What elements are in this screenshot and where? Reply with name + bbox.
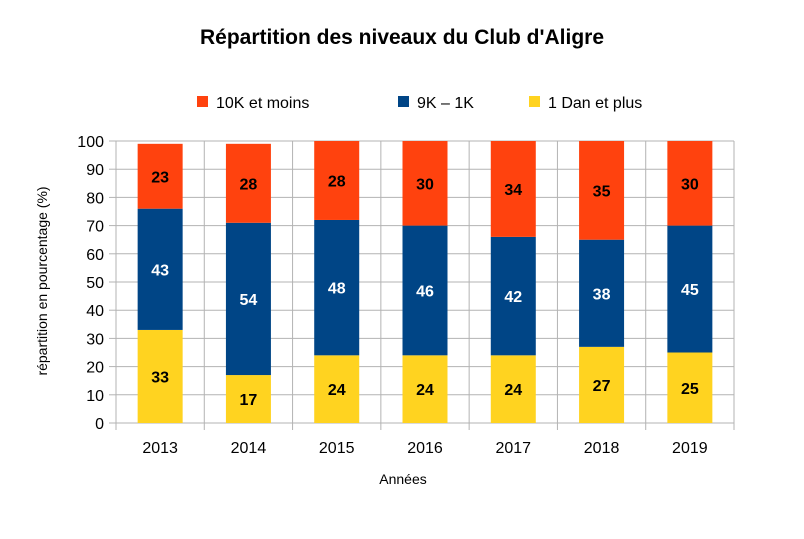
y-tick-label: 0 <box>95 416 104 433</box>
bar-segment <box>314 219 360 356</box>
data-label: 48 <box>328 281 346 298</box>
data-label: 30 <box>416 176 434 193</box>
data-label: 35 <box>593 183 611 200</box>
data-label: 27 <box>593 378 611 395</box>
bar-segment <box>579 141 625 240</box>
data-label: 42 <box>504 289 522 306</box>
data-label: 25 <box>681 381 699 398</box>
bar-segment <box>490 141 536 237</box>
bars-layer: 33 43 23 17 54 28 24 48 28 24 46 30 24 42 34 27 38 35 25 45… <box>137 141 713 423</box>
legend-swatch <box>398 96 409 107</box>
legend-swatch <box>529 96 540 107</box>
y-tick-label: 40 <box>86 303 104 320</box>
bar-segment <box>225 143 271 223</box>
y-tick-label: 60 <box>86 247 104 264</box>
data-label: 43 <box>151 262 169 279</box>
bar-segment <box>137 208 183 330</box>
y-tick-label: 80 <box>86 190 104 207</box>
y-tick-label: 20 <box>86 360 104 377</box>
x-tick-label: 2013 <box>142 440 178 457</box>
data-label: 24 <box>504 382 522 399</box>
legend: 10K et moins 9K – 1K 1 Dan et plus <box>197 95 642 112</box>
x-tick-label: 2015 <box>319 440 355 457</box>
y-axis-title: répartition en pourcentage (%) <box>34 186 50 375</box>
data-label: 46 <box>416 283 434 300</box>
x-tick-label: 2014 <box>231 440 267 457</box>
data-label: 28 <box>240 176 258 193</box>
data-label: 45 <box>681 282 699 299</box>
bar-segment <box>579 239 625 347</box>
data-label: 24 <box>416 382 434 399</box>
data-label: 28 <box>328 173 346 190</box>
x-axis-title: Années <box>379 471 426 487</box>
data-label: 30 <box>681 176 699 193</box>
bar-segment <box>490 355 536 423</box>
y-tick-label: 100 <box>77 134 104 151</box>
legend-label: 9K – 1K <box>417 95 474 112</box>
bar-segment <box>667 225 713 353</box>
bar-segment <box>137 329 183 423</box>
y-tick-label: 30 <box>86 331 104 348</box>
bar-segment <box>225 222 271 376</box>
data-label: 23 <box>151 169 169 186</box>
data-label: 34 <box>504 182 522 199</box>
bar-segment <box>225 375 271 423</box>
data-label: 17 <box>240 392 258 409</box>
bar-segment <box>667 352 713 423</box>
y-tick-label: 70 <box>86 219 104 236</box>
bar-segment <box>314 355 360 423</box>
axis-layer: 0 10 20 30 40 50 60 70 80 90 100 2013 2014 2015 2016 20… <box>77 134 707 457</box>
data-label: 38 <box>593 286 611 303</box>
y-tick-label: 90 <box>86 162 104 179</box>
x-tick-label: 2019 <box>672 440 708 457</box>
bar-segment <box>402 141 448 226</box>
bar-segment <box>402 225 448 356</box>
bar-segment <box>137 143 183 209</box>
legend-label: 10K et moins <box>216 95 309 112</box>
bar-segment <box>402 355 448 423</box>
bar-segment <box>314 141 360 220</box>
y-tick-label: 50 <box>86 275 104 292</box>
legend-swatch <box>197 96 208 107</box>
bar-segment <box>490 236 536 356</box>
data-label: 24 <box>328 382 346 399</box>
data-label: 33 <box>151 369 169 386</box>
x-tick-label: 2016 <box>407 440 443 457</box>
legend-label: 1 Dan et plus <box>548 95 642 112</box>
data-label: 54 <box>240 292 258 309</box>
x-tick-label: 2017 <box>495 440 531 457</box>
y-tick-label: 10 <box>86 388 104 405</box>
bar-segment <box>579 346 625 423</box>
bar-segment <box>667 141 713 226</box>
chart-title: Répartition des niveaux du Club d'Aligre <box>199 26 605 49</box>
x-tick-label: 2018 <box>584 440 620 457</box>
